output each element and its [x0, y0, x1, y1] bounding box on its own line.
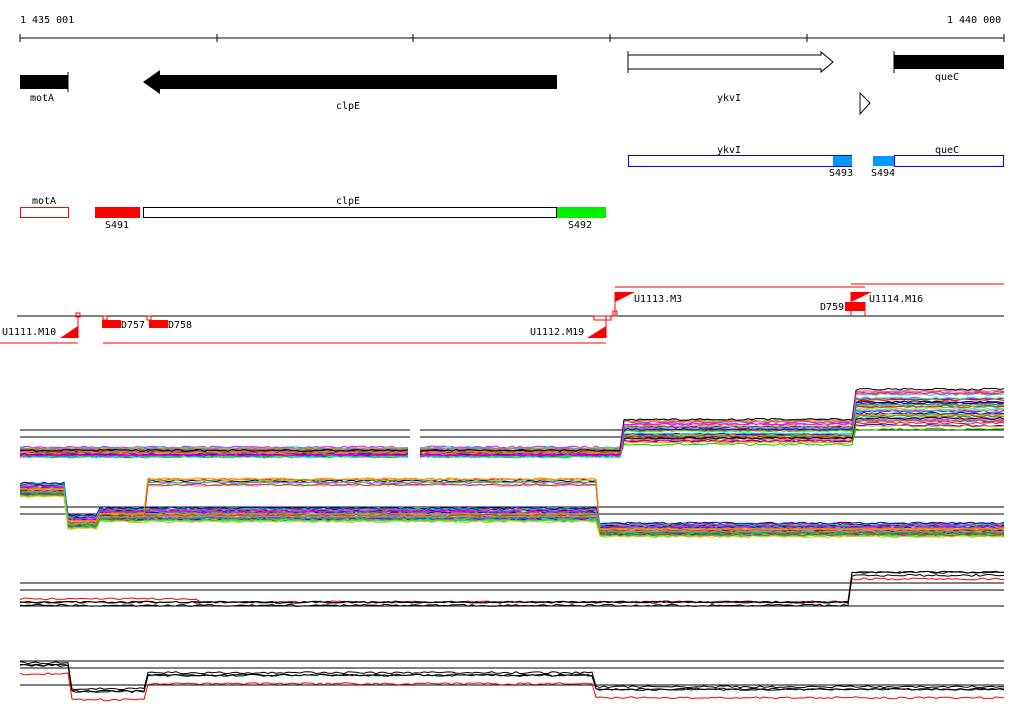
gene-track: motA clpE ykvI queC [20, 50, 1004, 116]
feature-D758[interactable] [149, 320, 168, 328]
profile-panel-1-line [419, 427, 1005, 459]
profile-panel-1-line [19, 453, 409, 457]
segment-motA[interactable] [20, 207, 69, 218]
profile-panel-4-line [19, 663, 1005, 693]
segment-queC[interactable] [894, 155, 1004, 167]
profile-panel-1-line [419, 389, 1005, 453]
feature-label-U1111: U1111.M10 [2, 327, 56, 338]
segment-track-lower: motA S491 clpE S492 [20, 196, 606, 231]
feature-flag-U1114[interactable] [851, 292, 872, 302]
segment-S492[interactable] [557, 207, 606, 218]
profile-panel-4-line [20, 664, 1005, 693]
profile-panel-2-line [19, 480, 1005, 534]
profile-panel-2-line [19, 477, 1005, 531]
ruler-end-label: 1 440 000 [947, 15, 1001, 26]
feature-label-U1113: U1113.M3 [634, 294, 682, 305]
position-ruler: 1 435 001 1 440 000 [19, 15, 1005, 42]
gene-clpE[interactable] [143, 70, 557, 94]
feature-label-U1112: U1112.M19 [530, 327, 584, 338]
profile-panel-2-line [19, 481, 1005, 525]
gene-ykvI[interactable] [627, 50, 834, 74]
expression-plots [19, 387, 1005, 702]
gene-queC[interactable] [894, 55, 1004, 69]
profile-panel-2-line [19, 485, 1005, 528]
profile-panel-3-line [19, 570, 1004, 604]
gene-label-queC: queC [935, 72, 959, 83]
feature-track: U1111.M10 D757 D758 U1112.M19 U1113.M3 D… [0, 283, 1004, 344]
feature-flag-U1112[interactable] [587, 326, 606, 338]
feature-label-D758: D758 [168, 320, 192, 331]
profile-panel-4-line [19, 672, 1005, 702]
profile-panel-1-line [419, 387, 1005, 452]
terminator-arrow-icon [859, 91, 871, 116]
profile-panel-4-line [19, 661, 1005, 691]
segment-S494[interactable] [873, 156, 894, 166]
gene-label-ykvI: ykvI [717, 93, 741, 104]
profile-panel-3-line [19, 573, 1005, 607]
feature-flag-U1111[interactable] [60, 326, 78, 338]
profile-panel-2-line [19, 483, 1005, 527]
ruler-start-label: 1 435 001 [20, 15, 74, 26]
profile-panel-1-line [19, 451, 409, 455]
profile-panel-2-line [19, 491, 1005, 535]
feature-flag-U1113[interactable] [615, 292, 635, 302]
profile-panel-1-line [419, 403, 1005, 458]
profile-panel-1-line [19, 445, 408, 449]
profile-panel-1-line [419, 408, 1005, 459]
segment-ykvI[interactable] [628, 155, 852, 167]
gene-motA[interactable] [20, 75, 68, 89]
profile-panel-2-line [19, 487, 1005, 530]
profile-panel-2-line [19, 495, 1005, 539]
profile-panel-1-line [419, 391, 1005, 457]
feature-label-D757: D757 [121, 320, 145, 331]
profile-panel-2-line [19, 483, 1005, 537]
segment-track-upper: ykvI queC S493 S494 [628, 145, 1004, 179]
segment-label-motA: motA [32, 196, 56, 207]
segment-label-S493: S493 [829, 168, 853, 179]
segment-S491[interactable] [95, 207, 140, 218]
segment-label-S492: S492 [568, 220, 592, 231]
segment-label-S491: S491 [105, 220, 129, 231]
feature-D757[interactable] [102, 320, 121, 328]
profile-panel-1-line [419, 396, 1005, 459]
gene-label-motA: motA [30, 93, 54, 104]
segment-label-queC: queC [935, 145, 959, 156]
profile-panel-1-line [19, 448, 409, 452]
segment-S493[interactable] [833, 156, 852, 166]
feature-label-D759: D759 [820, 302, 844, 313]
gene-label-clpE: clpE [336, 101, 360, 112]
feature-D759[interactable] [845, 302, 865, 311]
segment-label-ykvI: ykvI [717, 145, 741, 156]
feature-label-U1114: U1114.M16 [869, 294, 923, 305]
segment-label-S494: S494 [871, 168, 895, 179]
segment-clpE[interactable] [143, 207, 557, 218]
segment-label-clpE: clpE [336, 196, 360, 207]
profile-panel-1-line [20, 447, 409, 451]
